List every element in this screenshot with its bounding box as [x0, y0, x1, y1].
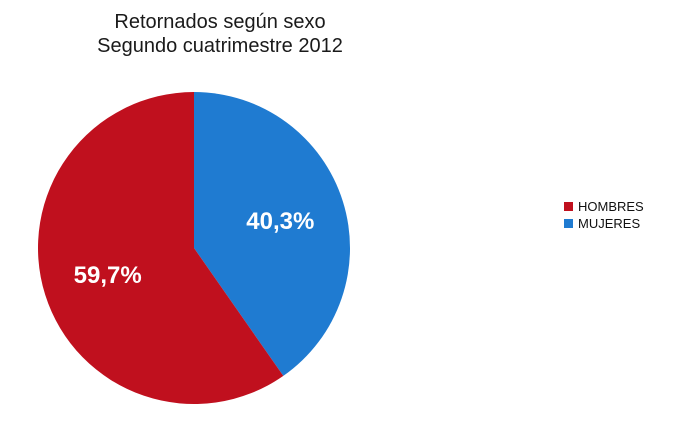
- legend-label-mujeres: MUJERES: [578, 216, 641, 231]
- pie-slice-hombres: [38, 92, 284, 404]
- pie-slice-mujeres: [194, 92, 351, 376]
- slice-label-hombres: 59,7%: [74, 262, 142, 289]
- slice-label-mujeres: 40,3%: [246, 208, 314, 235]
- chart-subtitle: Segundo cuatrimestre 2012: [97, 35, 343, 57]
- chart-title-block: Retornados según sexo Segundo cuatrimest…: [20, 10, 420, 58]
- legend-swatch-mujeres: [564, 219, 573, 228]
- legend-label-hombres: HOMBRES: [578, 199, 644, 214]
- chart-title: Retornados según sexo: [114, 11, 326, 33]
- legend-item-mujeres: MUJERES: [564, 215, 644, 232]
- legend: HOMBRES MUJERES: [564, 198, 644, 232]
- legend-swatch-hombres: [564, 202, 573, 211]
- legend-item-hombres: HOMBRES: [564, 198, 644, 215]
